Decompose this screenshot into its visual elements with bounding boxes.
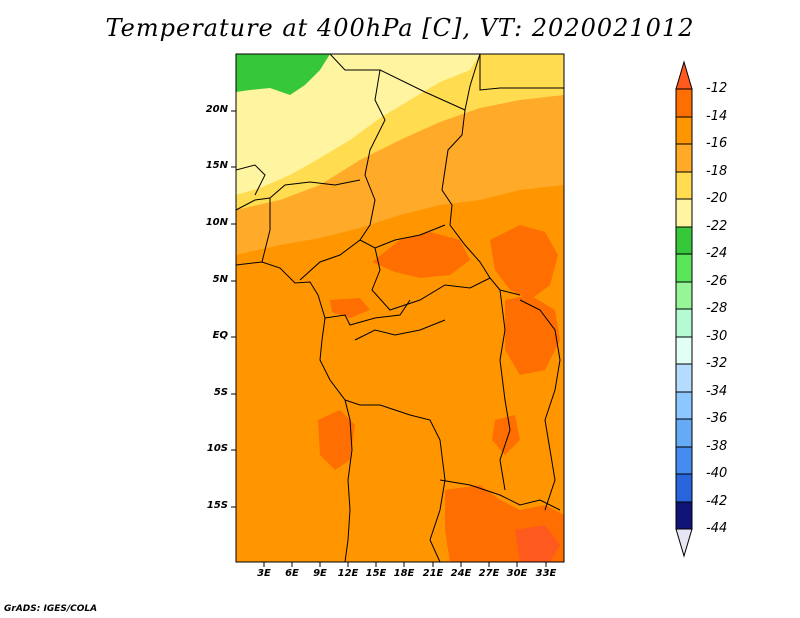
colorbar-label: -26 xyxy=(706,274,728,289)
colorbar-label: -34 xyxy=(706,384,728,399)
warm-patch xyxy=(330,298,370,318)
colorbar-label: -16 xyxy=(706,136,728,151)
colorbar-label: -18 xyxy=(706,164,728,179)
colorbar-cell xyxy=(675,501,693,530)
warm-patch xyxy=(490,225,558,300)
warm-patch xyxy=(318,410,355,470)
lat-label: 15S xyxy=(206,500,228,511)
colorbar-label: -24 xyxy=(706,246,728,261)
lon-label: 6E xyxy=(285,568,299,579)
band-minus22 xyxy=(236,54,330,95)
colorbar-label: -38 xyxy=(706,439,728,454)
colorbar-label: -20 xyxy=(706,191,728,206)
lat-label: 5S xyxy=(213,387,228,398)
lon-label: 33E xyxy=(535,568,557,579)
lat-ticks xyxy=(231,110,236,508)
colorbar-cell xyxy=(675,281,693,310)
warmest-patch xyxy=(515,525,560,562)
colorbar-cell xyxy=(675,116,693,145)
lon-label: 30E xyxy=(506,568,528,579)
colorbar-label: -40 xyxy=(706,466,728,481)
colorbar-label: -42 xyxy=(706,494,728,509)
colorbar-label: -28 xyxy=(706,301,728,316)
colorbar-label: -36 xyxy=(706,411,728,426)
lon-label: 27E xyxy=(478,568,500,579)
lon-label: 3E xyxy=(257,568,271,579)
credit-text: GrADS: IGES/COLA xyxy=(4,604,98,614)
warm-patch xyxy=(372,232,470,278)
country-borders xyxy=(236,54,564,562)
lat-label: 10S xyxy=(206,443,228,454)
colorbar-label: -32 xyxy=(706,356,728,371)
colorbar-cell xyxy=(675,226,693,255)
colorbar xyxy=(675,60,693,558)
colorbar-label: -30 xyxy=(706,329,728,344)
colorbar-cell xyxy=(675,391,693,420)
colorbar-top-triangle xyxy=(675,60,693,90)
lon-label: 15E xyxy=(365,568,387,579)
colorbar-label: -44 xyxy=(706,521,728,536)
colorbar-bottom-triangle xyxy=(675,528,693,558)
lon-label: 18E xyxy=(393,568,415,579)
lat-label: 10N xyxy=(205,217,228,228)
colorbar-cell xyxy=(675,88,693,118)
temperature-field xyxy=(236,54,564,562)
chart-title: Temperature at 400hPa [C], VT: 202002101… xyxy=(105,14,695,42)
lat-label: EQ xyxy=(212,330,228,341)
map-frame xyxy=(235,53,565,563)
colorbar-cell xyxy=(675,418,693,448)
lon-label: 9E xyxy=(313,568,327,579)
colorbar-cell xyxy=(675,308,693,338)
colorbar-cell xyxy=(675,473,693,503)
warm-patch xyxy=(492,415,520,455)
lon-label: 21E xyxy=(422,568,444,579)
colorbar-label: -22 xyxy=(706,219,728,234)
colorbar-cell xyxy=(675,143,693,173)
lon-label: 24E xyxy=(450,568,472,579)
colorbar-cell xyxy=(675,363,693,393)
warm-patch xyxy=(505,295,560,375)
lat-label: 5N xyxy=(212,274,228,285)
colorbar-label: -14 xyxy=(706,109,728,124)
lat-label: 15N xyxy=(205,160,228,171)
colorbar-cell xyxy=(675,253,693,283)
colorbar-cell xyxy=(675,171,693,200)
lon-ticks xyxy=(263,562,547,567)
colorbar-label: -12 xyxy=(706,81,728,96)
colorbar-cell xyxy=(675,446,693,475)
lat-label: 20N xyxy=(205,104,228,115)
lon-label: 12E xyxy=(337,568,359,579)
colorbar-cell xyxy=(675,198,693,228)
colorbar-cell xyxy=(675,336,693,365)
